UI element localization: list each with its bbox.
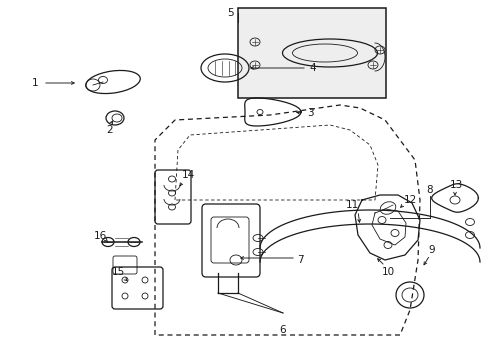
Text: 1: 1 xyxy=(32,78,38,88)
Text: 12: 12 xyxy=(403,195,416,205)
Text: 5: 5 xyxy=(226,8,233,18)
Text: 6: 6 xyxy=(279,325,286,335)
Text: 3: 3 xyxy=(306,108,313,118)
Text: 2: 2 xyxy=(106,125,113,135)
Text: 14: 14 xyxy=(181,170,194,180)
Bar xyxy=(238,8,385,98)
Text: 9: 9 xyxy=(428,245,434,255)
Text: 7: 7 xyxy=(296,255,303,265)
Text: 15: 15 xyxy=(111,267,124,277)
Text: 16: 16 xyxy=(93,231,106,241)
Text: 13: 13 xyxy=(448,180,462,190)
Text: 8: 8 xyxy=(426,185,432,195)
Text: 11: 11 xyxy=(345,200,358,210)
Text: 10: 10 xyxy=(381,267,394,277)
Text: 4: 4 xyxy=(309,63,316,73)
